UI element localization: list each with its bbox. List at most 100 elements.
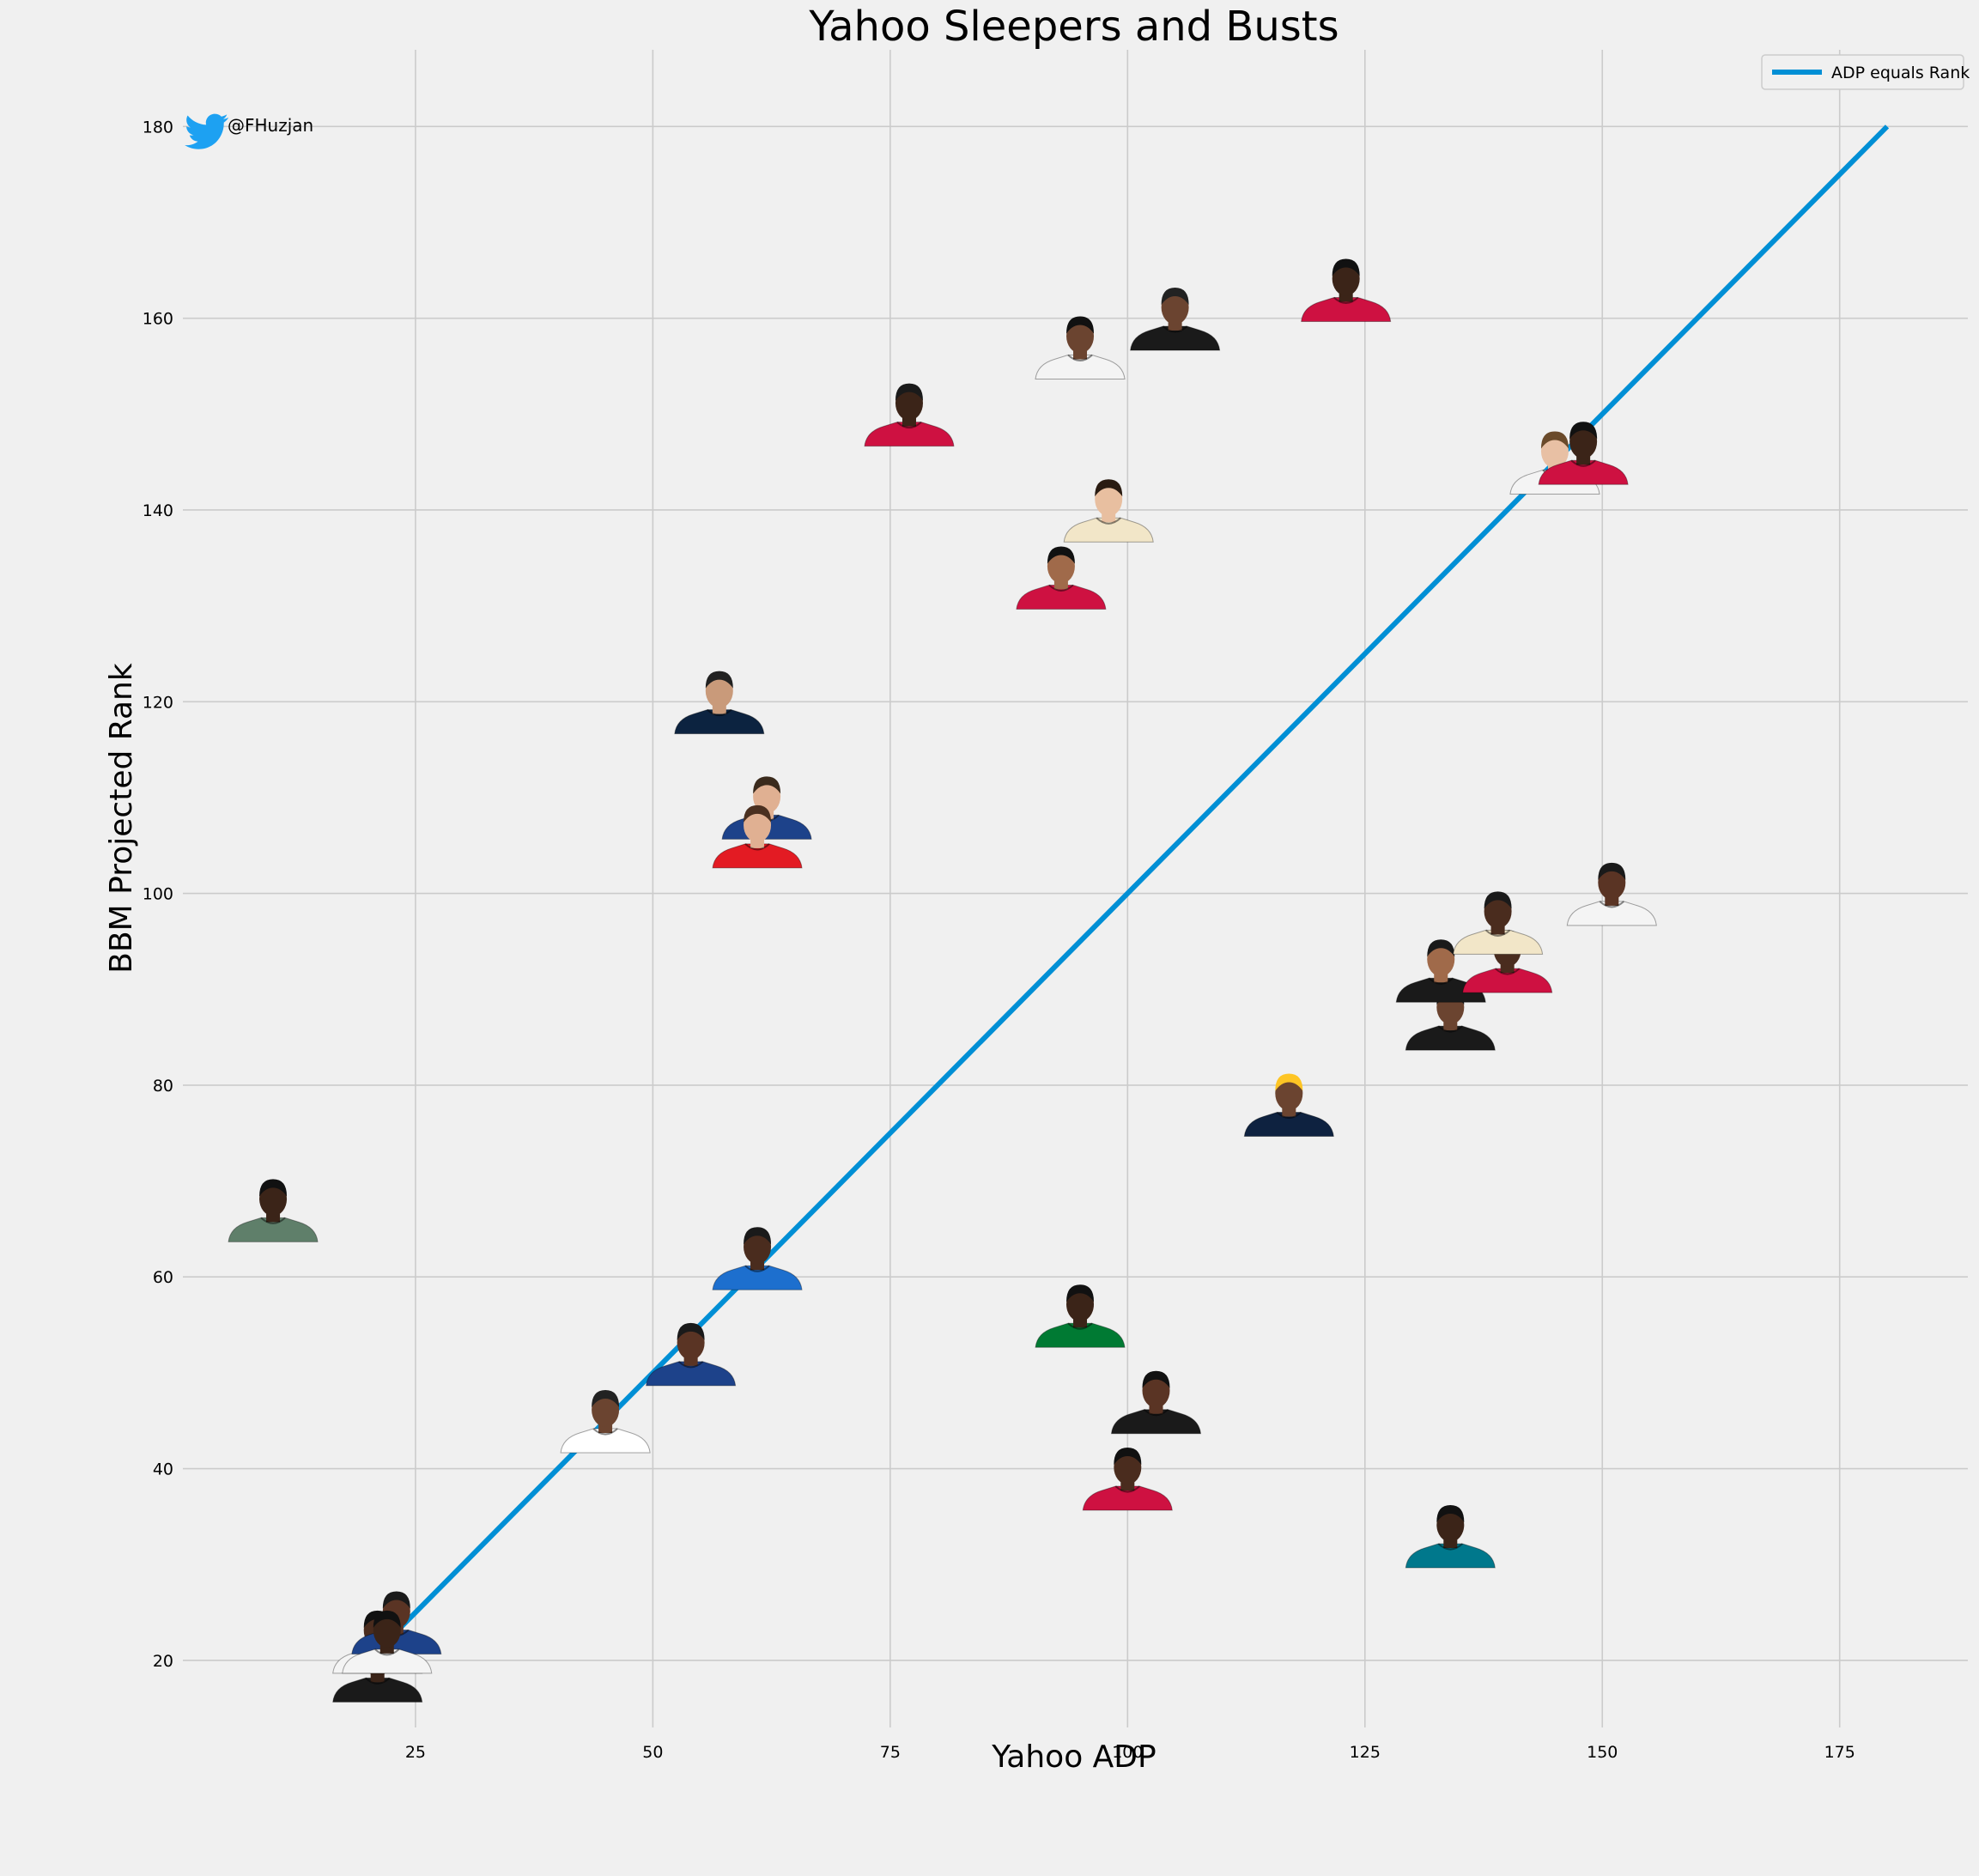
- player-marker: [1405, 1505, 1496, 1569]
- y-tick-label: 160: [143, 310, 173, 329]
- player-hair: [744, 1227, 772, 1245]
- player-collar: [707, 708, 732, 717]
- player-jersey: [646, 1361, 737, 1387]
- player-hair: [1540, 431, 1569, 449]
- twitter-handle: @FHuzjan: [228, 115, 313, 136]
- player-hair: [1436, 1505, 1465, 1523]
- player-marker: [1016, 546, 1107, 610]
- player-hair: [1066, 1284, 1095, 1302]
- player-jersey: [1301, 296, 1392, 322]
- player-marker: [712, 804, 803, 869]
- player-collar: [365, 1677, 391, 1685]
- player-collar: [1048, 584, 1074, 592]
- tick-labels: 25 50 75 100 125 150 175 20 40 60 80 100 120 140 160 18…: [143, 118, 1855, 1762]
- player-jersey: [1063, 517, 1154, 543]
- player-collar: [1599, 901, 1624, 908]
- player-marker: [1082, 1448, 1173, 1511]
- player-jersey: [864, 422, 955, 447]
- player-marker: [1243, 1073, 1334, 1138]
- player-collar: [1428, 977, 1454, 985]
- player-jersey: [1395, 977, 1486, 1003]
- player-collar: [1096, 517, 1121, 525]
- player-jersey: [1082, 1485, 1173, 1511]
- player-hair: [1569, 422, 1598, 440]
- player-collar: [896, 421, 922, 429]
- player-head: [1569, 424, 1598, 459]
- player-jersey: [1453, 929, 1544, 955]
- player-jersey: [712, 1265, 803, 1290]
- player-hair: [753, 776, 781, 794]
- player-hair: [1161, 287, 1189, 305]
- x-tick-label: 25: [405, 1743, 426, 1762]
- player-hair: [1047, 546, 1075, 564]
- player-marker: [1395, 939, 1486, 1003]
- player-hair: [705, 671, 733, 689]
- legend-label: ADP equals Rank: [1831, 64, 1970, 82]
- player-hair: [382, 1591, 410, 1609]
- player-collar: [1332, 296, 1359, 304]
- player-jersey: [1110, 1409, 1202, 1435]
- player-points: [228, 258, 1657, 1703]
- player-jersey: [560, 1428, 651, 1454]
- player-marker: [1063, 479, 1154, 543]
- player-hair: [677, 1322, 705, 1340]
- player-head: [1598, 865, 1626, 900]
- player-marker: [228, 1179, 319, 1242]
- player-collar: [744, 843, 770, 851]
- player-collar: [1114, 1485, 1141, 1493]
- player-head: [705, 673, 733, 708]
- x-tick-label: 125: [1350, 1743, 1381, 1762]
- player-head: [1161, 289, 1189, 325]
- legend: ADP equals Rank: [1761, 54, 1970, 90]
- x-tick-label: 75: [880, 1743, 901, 1762]
- player-marker: [864, 383, 955, 447]
- player-head: [1332, 261, 1360, 296]
- player-collar: [260, 1217, 286, 1224]
- player-head: [1436, 1508, 1465, 1543]
- player-collar: [1162, 325, 1188, 333]
- player-head: [1066, 1287, 1095, 1322]
- x-tick-label: 50: [642, 1743, 663, 1762]
- player-collar: [677, 1361, 704, 1369]
- player-jersey: [1016, 584, 1107, 610]
- player-marker: [1035, 316, 1126, 379]
- player-head: [1540, 434, 1569, 469]
- player-hair: [744, 804, 772, 823]
- legend-box: [1761, 54, 1964, 90]
- player-head: [1066, 319, 1095, 354]
- player-marker: [1566, 862, 1657, 926]
- player-jersey: [1130, 325, 1221, 351]
- player-head: [744, 807, 772, 842]
- y-tick-label: 20: [153, 1652, 173, 1671]
- player-marker: [1538, 422, 1629, 485]
- player-collar: [1570, 459, 1596, 467]
- player-marker: [1130, 287, 1221, 351]
- player-head: [1427, 942, 1455, 977]
- grid: [183, 50, 1968, 1727]
- player-jersey: [1538, 459, 1629, 485]
- player-jersey: [1035, 354, 1126, 379]
- player-hair: [1095, 479, 1123, 497]
- twitter-bird-icon: [185, 113, 228, 149]
- player-collar: [592, 1428, 618, 1436]
- y-tick-label: 80: [153, 1077, 173, 1096]
- player-jersey: [1462, 968, 1553, 993]
- x-tick-label: 150: [1587, 1743, 1618, 1762]
- player-head: [895, 386, 923, 421]
- player-marker: [1110, 1370, 1202, 1435]
- player-hair: [592, 1390, 620, 1408]
- player-hair: [259, 1179, 288, 1197]
- player-collar: [1484, 929, 1511, 937]
- player-collar: [1067, 354, 1093, 361]
- player-jersey: [228, 1217, 319, 1242]
- player-head: [1142, 1373, 1170, 1408]
- player-hair: [895, 383, 923, 401]
- player-collar: [1437, 1025, 1463, 1033]
- x-axis-label: Yahoo ADP: [991, 1739, 1156, 1775]
- player-jersey: [1405, 1543, 1496, 1569]
- player-head: [259, 1181, 288, 1217]
- player-hair: [1066, 316, 1095, 334]
- player-collar: [1494, 968, 1521, 975]
- player-collar: [744, 1265, 770, 1272]
- player-jersey: [1405, 1025, 1496, 1051]
